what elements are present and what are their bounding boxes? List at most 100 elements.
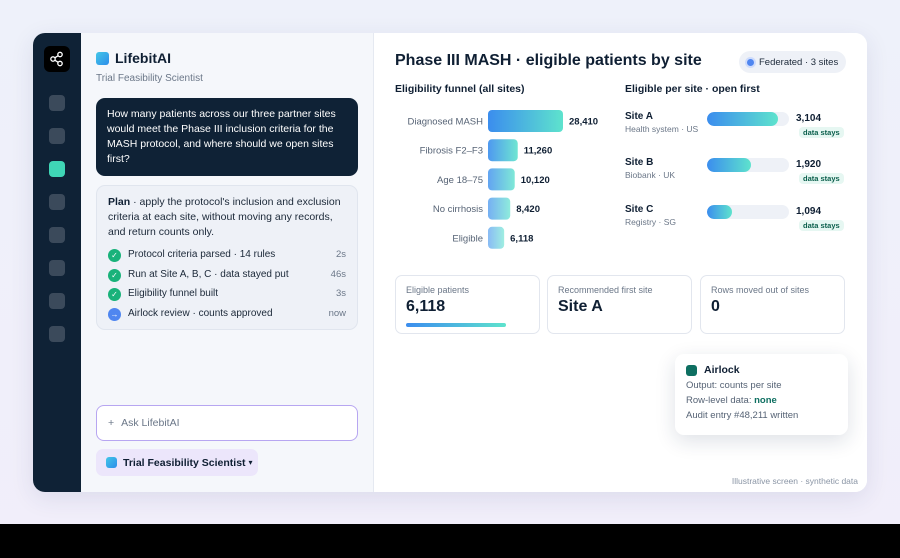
step-time: now bbox=[328, 307, 346, 319]
site-name: Site A bbox=[625, 111, 653, 122]
plus-icon[interactable]: + bbox=[108, 417, 115, 429]
brand-name: LifebitAI bbox=[115, 50, 171, 66]
step-label: Run at Site A, B, C · data stayed put bbox=[128, 268, 289, 280]
funnel-bar[interactable] bbox=[488, 197, 511, 220]
step-time: 3s bbox=[335, 288, 346, 299]
airlock-row-level: Row-level data: none bbox=[686, 395, 837, 406]
airlock-output: Output: counts per site bbox=[686, 380, 782, 391]
federated-badge-label: Federated · 3 sites bbox=[759, 56, 839, 68]
plan-step: ✓ Run at Site A, B, C · data stayed put … bbox=[108, 268, 346, 288]
app-window: LifebitAI Trial Feasibility Scientist Ho… bbox=[33, 33, 867, 492]
data-stays-badge: data stays bbox=[799, 127, 844, 138]
site-row-c[interactable]: Site C Registry · SG 1,094 data stays bbox=[625, 204, 855, 244]
footnote: Illustrative screen · synthetic data bbox=[731, 476, 858, 486]
plan-text: Plan · apply the protocol's inclusion an… bbox=[108, 195, 346, 240]
nav-item-1-icon[interactable] bbox=[49, 95, 65, 111]
airlock-title: Airlock bbox=[704, 364, 740, 376]
funnel-category-label: Eligible bbox=[452, 233, 483, 244]
site-type: Health system · US bbox=[625, 124, 699, 134]
plan-step: ✓ Protocol criteria parsed · 14 rules 2s bbox=[108, 248, 346, 268]
funnel-category-label: Fibrosis F2–F3 bbox=[420, 146, 483, 157]
funnel-bar[interactable] bbox=[488, 139, 518, 162]
nav-item-8-icon[interactable] bbox=[49, 326, 65, 342]
funnel-value-label: 28,410 bbox=[569, 117, 598, 128]
nav-item-7-icon[interactable] bbox=[49, 293, 65, 309]
kpi-label: Recommended first site bbox=[558, 285, 653, 295]
site-type: Registry · SG bbox=[625, 217, 677, 227]
data-stays-badge: data stays bbox=[799, 220, 844, 231]
airlock-icon bbox=[686, 364, 697, 376]
federated-badge: Federated · 3 sites bbox=[739, 51, 846, 73]
kpi-value: Site A bbox=[558, 298, 603, 315]
airlock-header: Airlock bbox=[686, 364, 837, 376]
step-time: 46s bbox=[330, 268, 346, 280]
nav-item-5-icon[interactable] bbox=[49, 227, 65, 243]
funnel-category-label: Diagnosed MASH bbox=[407, 117, 483, 128]
main-panel: Phase III MASH · eligible patients by si… bbox=[374, 33, 867, 492]
kpi-label: Eligible patients bbox=[406, 285, 470, 295]
step-label: Protocol criteria parsed · 14 rules bbox=[128, 249, 276, 260]
plan-steps: ✓ Protocol criteria parsed · 14 rules 2s… bbox=[108, 248, 346, 326]
funnel-category-label: Age 18–75 bbox=[437, 175, 483, 186]
persona-selector-button[interactable]: Trial Feasibility Scientist ▾ bbox=[96, 449, 258, 476]
site-name: Site C bbox=[625, 204, 654, 215]
kpi-eligible-patients: Eligible patients 6,118 bbox=[395, 275, 540, 334]
nav-item-3-icon[interactable] bbox=[49, 161, 65, 177]
funnel-value-label: 8,420 bbox=[516, 204, 540, 215]
site-bar-fill bbox=[707, 205, 732, 219]
nav-item-2-icon[interactable] bbox=[49, 128, 65, 144]
nodes-logo-icon[interactable] bbox=[44, 46, 70, 72]
check-circle-icon: ✓ bbox=[108, 249, 121, 262]
funnel-category-label: No cirrhosis bbox=[433, 204, 483, 215]
kpi-recommended-site: Recommended first site Site A bbox=[547, 275, 692, 334]
funnel-value-label: 6,118 bbox=[510, 233, 533, 244]
check-circle-icon: ✓ bbox=[108, 268, 121, 282]
site-row-a[interactable]: Site A Health system · US 3,104 data sta… bbox=[625, 111, 855, 151]
site-bar-fill bbox=[707, 112, 778, 126]
user-message: How many patients across our three partn… bbox=[96, 98, 358, 176]
row-level-label: Row-level data: bbox=[686, 395, 755, 406]
plan-card: Plan · apply the protocol's inclusion an… bbox=[96, 185, 358, 330]
eligibility-funnel-chart: Diagnosed MASH 28,410 Fibrosis F2–F3 11,260… bbox=[407, 110, 598, 249]
step-label: Eligibility funnel built bbox=[128, 288, 219, 299]
nav-rail bbox=[33, 33, 81, 492]
ask-input[interactable]: + Ask LifebitAI bbox=[96, 405, 358, 441]
site-bar-fill bbox=[707, 158, 751, 172]
site-value: 1,920 bbox=[796, 159, 822, 170]
ask-input-placeholder[interactable]: Ask LifebitAI bbox=[121, 417, 180, 429]
site-bar-track bbox=[707, 205, 789, 219]
funnel-value-label: 10,120 bbox=[521, 175, 550, 186]
funnel-value-label: 11,260 bbox=[524, 146, 553, 157]
plan-description: · apply the protocol's inclusion and exc… bbox=[108, 196, 341, 238]
site-value: 3,104 bbox=[796, 113, 822, 124]
status-dot-icon bbox=[747, 58, 754, 66]
check-circle-icon: ✓ bbox=[108, 288, 121, 301]
bottom-black-bar bbox=[0, 524, 900, 558]
nav-item-6-icon[interactable] bbox=[49, 260, 65, 276]
site-row-b[interactable]: Site B Biobank · UK 1,920 data stays bbox=[625, 157, 855, 197]
step-time: 2s bbox=[335, 249, 346, 260]
brand-logo-icon bbox=[96, 52, 109, 65]
site-name: Site B bbox=[625, 157, 654, 168]
airlock-card: Airlock Output: counts per site Row-leve… bbox=[675, 354, 848, 435]
arrow-right-circle-icon: → bbox=[108, 307, 121, 321]
plan-step: ✓ Eligibility funnel built 3s bbox=[108, 287, 346, 307]
page-title: Phase III MASH · eligible patients by si… bbox=[395, 52, 702, 69]
row-level-value: none bbox=[754, 395, 777, 406]
chevron-down-icon: ▾ bbox=[248, 458, 253, 467]
kpi-accent-bar bbox=[406, 323, 506, 327]
funnel-bar[interactable] bbox=[488, 226, 505, 249]
funnel-bar[interactable] bbox=[488, 110, 563, 132]
site-bar-track bbox=[707, 112, 789, 126]
step-label: Airlock review · counts approved bbox=[128, 307, 273, 319]
funnel-heading: Eligibility funnel (all sites) bbox=[395, 83, 525, 95]
site-bar-track bbox=[707, 158, 789, 172]
nav-item-4-icon[interactable] bbox=[49, 194, 65, 210]
kpi-value: 0 bbox=[711, 298, 720, 315]
site-type: Biobank · UK bbox=[625, 170, 676, 180]
chat-panel: LifebitAI Trial Feasibility Scientist Ho… bbox=[81, 33, 374, 492]
data-stays-badge: data stays bbox=[799, 173, 844, 184]
kpi-label: Rows moved out of sites bbox=[711, 285, 810, 295]
brand-subtitle: Trial Feasibility Scientist bbox=[96, 73, 203, 84]
funnel-bar[interactable] bbox=[488, 168, 515, 191]
